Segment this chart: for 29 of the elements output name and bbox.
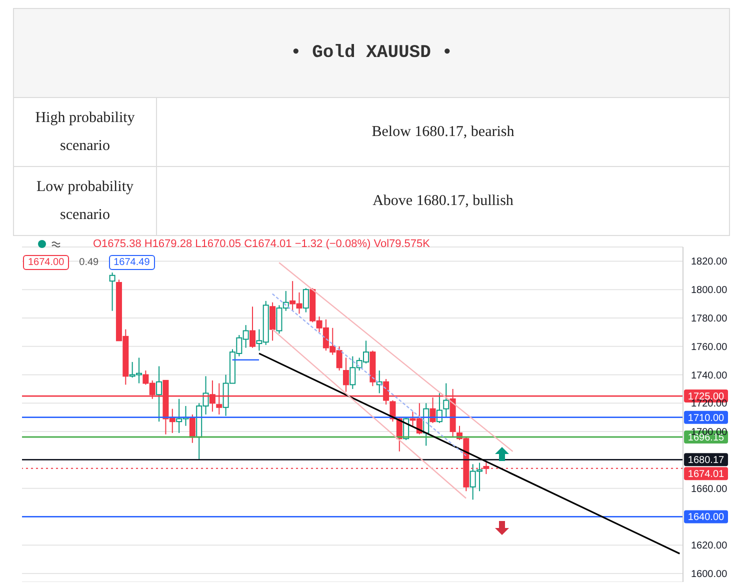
annotation: 1674.00	[23, 255, 70, 270]
y-tick-label: 1780.00	[691, 314, 728, 325]
text: Below 1680.17, bearish	[156, 98, 730, 166]
annotation: O1675.38 H1679.28 L1670.05 C1674.01 −1.32 (−0.08%) Vol79.575K	[93, 238, 430, 250]
candlestick	[342, 357, 349, 392]
y-tick-label: 1600.00	[691, 569, 728, 580]
ref-line-label: 1680.17	[688, 455, 725, 466]
candlestick	[156, 366, 162, 422]
annotation: 1674.49	[108, 255, 155, 270]
chart-title: • Gold XAUUSD •	[14, 8, 730, 98]
y-tick-label: 1820.00	[691, 256, 728, 268]
y-tick-label: 1620.00	[691, 540, 728, 552]
candlestick	[270, 302, 276, 342]
text: High probability scenario	[14, 98, 156, 166]
candlestick	[436, 392, 442, 424]
annotation: 0.49	[79, 257, 99, 268]
candlestick	[109, 272, 116, 312]
y-tick-label: 1800.00	[691, 285, 728, 296]
ref-line-label: 1674.01	[688, 469, 725, 480]
y-tick-label: 1660.00	[691, 484, 728, 495]
y-tick-label: 1760.00	[691, 342, 728, 353]
text: Above 1680.17, bullish	[156, 166, 730, 236]
candlestick	[443, 382, 450, 418]
candlestick	[302, 288, 309, 313]
ref-line-label: 1640.00	[688, 512, 725, 524]
candlestick	[250, 306, 256, 348]
ref-line-label: 1710.00	[688, 412, 725, 424]
y-tick-label: 1740.00	[691, 370, 728, 382]
text: Low probability scenario	[14, 166, 156, 236]
